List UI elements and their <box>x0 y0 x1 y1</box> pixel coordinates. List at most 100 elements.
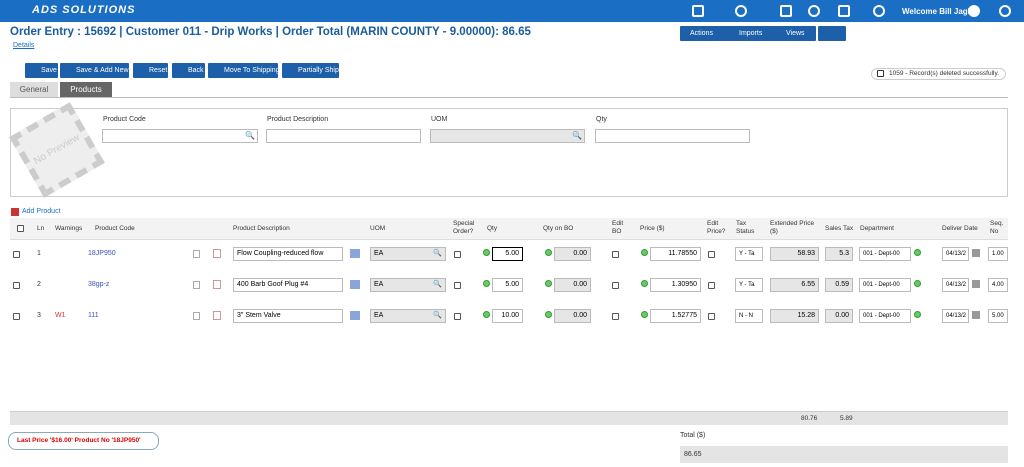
department-select[interactable]: 001 - Dept-00 <box>859 278 911 292</box>
uom-input[interactable]: EA <box>370 309 446 323</box>
qty-icon <box>483 311 490 318</box>
calendar-icon <box>972 280 980 288</box>
product-panel <box>10 108 1008 197</box>
total-label: Total ($) <box>680 432 706 439</box>
uom-input[interactable]: EA <box>370 278 446 292</box>
field-label: UOM <box>431 116 448 123</box>
details-link[interactable]: Details <box>13 42 35 49</box>
qty-input[interactable]: 10.00 <box>492 309 523 323</box>
calendar-icon <box>972 311 980 319</box>
toolbar-button[interactable]: Save & Add New <box>60 63 129 78</box>
column-header: Seq. No <box>990 220 1004 235</box>
price-input[interactable]: 11.78550 <box>650 247 701 261</box>
department-select[interactable]: 001 - Dept-00 <box>859 247 911 261</box>
extended-price: 6.55 <box>770 278 819 292</box>
toolbar-button[interactable]: Partially Ship <box>282 63 339 78</box>
top-icon[interactable] <box>838 5 850 17</box>
welcome: Welcome Bill Jagla <box>902 7 975 16</box>
tax-select[interactable]: Y - Ta <box>735 247 763 261</box>
field-input[interactable] <box>430 129 585 143</box>
toolbar-button[interactable]: Reset <box>133 63 168 78</box>
field-input[interactable] <box>102 129 258 143</box>
menu-button[interactable]: Imports <box>729 26 777 41</box>
tab-line <box>10 97 1008 98</box>
note-icon <box>193 250 200 258</box>
edit-bo-checkbox[interactable] <box>612 251 619 258</box>
field-input[interactable] <box>266 129 421 143</box>
price-input[interactable]: 1.52775 <box>650 309 701 323</box>
qty-input[interactable]: 5.00 <box>492 247 523 261</box>
product-code[interactable]: 38gp-z <box>88 281 110 288</box>
seq-input[interactable]: 4.00 <box>988 278 1008 292</box>
tax-select[interactable]: Y - Ta <box>735 278 763 292</box>
description-input[interactable]: Flow Coupling-reduced flow <box>233 247 343 261</box>
tab[interactable]: General <box>10 82 58 97</box>
description-input[interactable]: 400 Barb Goof Plug #4 <box>233 278 343 292</box>
edit-bo-checkbox[interactable] <box>612 282 619 289</box>
image-icon <box>213 311 221 320</box>
menu-button[interactable]: Views <box>776 26 816 41</box>
field-label: Product Code <box>103 116 146 123</box>
toolbar-button[interactable]: Back <box>172 63 205 78</box>
field-input[interactable] <box>595 129 750 143</box>
date-input[interactable]: 04/13/2 <box>942 309 969 323</box>
department-icon <box>914 249 921 256</box>
user-icon <box>968 5 980 17</box>
special-checkbox[interactable] <box>454 313 461 320</box>
tax-select[interactable]: N - N <box>735 309 763 323</box>
search-icon: 🔍 <box>433 281 442 288</box>
qty-input[interactable]: 5.00 <box>492 278 523 292</box>
flag-icon <box>350 311 360 320</box>
column-header: Price ($) <box>640 225 665 232</box>
page-title: Order Entry : 15692 | Customer 011 - Dri… <box>10 26 531 38</box>
special-checkbox[interactable] <box>454 282 461 289</box>
note-icon <box>193 281 200 289</box>
menu-button[interactable]: Actions <box>680 26 732 41</box>
edit-bo-checkbox[interactable] <box>612 313 619 320</box>
column-header: Qty <box>487 225 498 232</box>
price-icon <box>641 280 648 287</box>
checkbox[interactable] <box>17 225 24 232</box>
edit-price-checkbox[interactable] <box>708 313 715 320</box>
price-input[interactable]: 1.30950 <box>650 278 701 292</box>
uom-input[interactable]: EA <box>370 247 446 261</box>
department-select[interactable]: 001 - Dept-00 <box>859 309 911 323</box>
top-icon[interactable] <box>692 5 704 17</box>
top-icon[interactable] <box>808 5 820 17</box>
column-header: Qty on BO <box>543 225 574 232</box>
totals-row <box>10 411 1008 425</box>
description-input[interactable]: 3" Stem Valve <box>233 309 343 323</box>
edit-price-checkbox[interactable] <box>708 251 715 258</box>
edit-price-checkbox[interactable] <box>708 282 715 289</box>
special-checkbox[interactable] <box>454 251 461 258</box>
top-icon[interactable] <box>735 5 747 17</box>
row-checkbox[interactable] <box>13 282 20 289</box>
calendar-menu[interactable] <box>818 26 846 41</box>
toolbar-button[interactable]: Move To Shipping <box>208 63 280 78</box>
row-checkbox[interactable] <box>13 251 20 258</box>
power-icon[interactable] <box>999 5 1011 17</box>
seq-input[interactable]: 5.00 <box>988 309 1008 323</box>
date-input[interactable]: 04/13/2 <box>942 247 969 261</box>
qty-bo-icon <box>545 311 552 318</box>
seq-input[interactable]: 1.00 <box>988 247 1008 261</box>
top-icon[interactable] <box>873 5 885 17</box>
toolbar-button[interactable]: Save <box>25 63 58 78</box>
table-header <box>10 218 1008 240</box>
search-icon: 🔍 <box>245 131 255 140</box>
column-header: Extended Price ($) <box>770 220 815 235</box>
product-code[interactable]: 111 <box>88 312 99 319</box>
flag-icon <box>350 249 360 258</box>
add-product[interactable]: Add Product <box>22 208 61 215</box>
date-input[interactable]: 04/13/2 <box>942 278 969 292</box>
note-icon <box>193 312 200 320</box>
tab-active[interactable]: Products <box>60 82 112 97</box>
calendar-icon <box>972 249 980 257</box>
price-icon <box>641 311 648 318</box>
top-icon[interactable] <box>780 5 792 17</box>
row-checkbox[interactable] <box>13 313 20 320</box>
column-header: Warnings <box>55 225 83 232</box>
column-header: Product Code <box>95 225 135 232</box>
product-code[interactable]: 18JP950 <box>88 250 116 257</box>
